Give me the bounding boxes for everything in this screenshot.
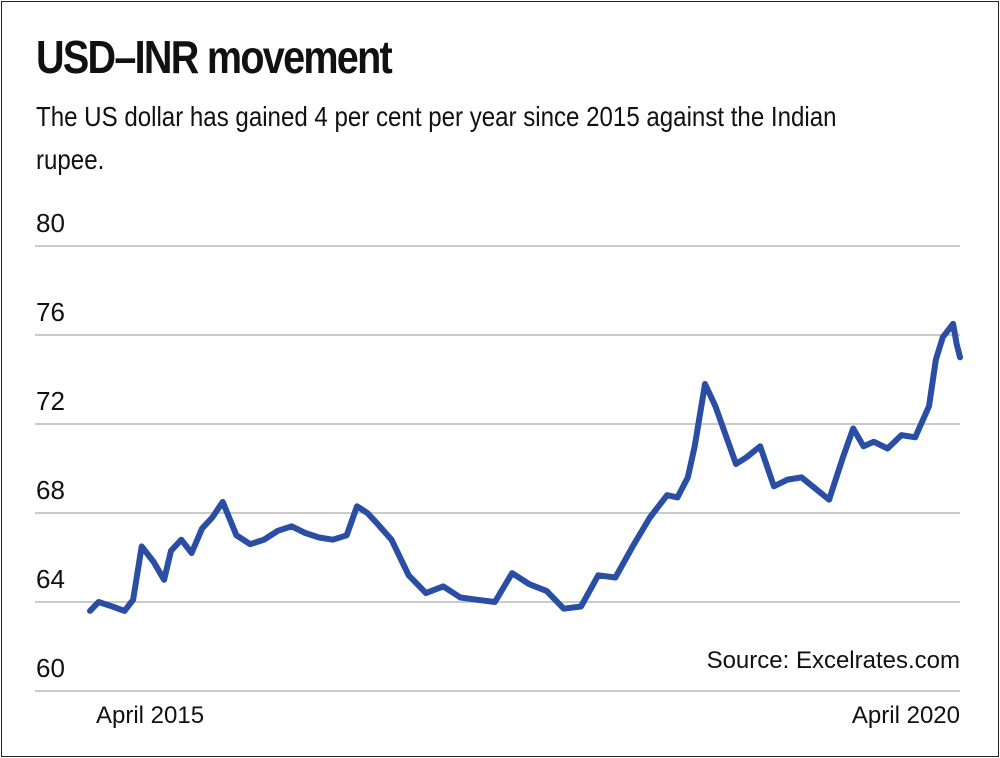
line-chart: 80 76 72 68 64 60 April 2015 April 2020 Source… <box>0 0 1000 758</box>
y-tick-label: 64 <box>36 564 65 594</box>
y-axis-ticks: 80 76 72 68 64 60 <box>36 208 65 683</box>
series-group <box>90 324 960 611</box>
source-note: Source: Excelrates.com <box>707 647 960 674</box>
y-tick-label: 80 <box>36 208 65 238</box>
y-tick-label: 76 <box>36 297 65 327</box>
y-tick-label: 72 <box>36 386 65 416</box>
x-tick-label: April 2020 <box>852 702 960 729</box>
y-tick-label: 60 <box>36 653 65 683</box>
x-axis-ticks: April 2015 April 2020 <box>96 702 960 729</box>
series-line-usd-inr <box>90 324 960 611</box>
grid-lines <box>35 246 960 691</box>
x-tick-label: April 2015 <box>96 702 204 729</box>
y-tick-label: 68 <box>36 475 65 505</box>
